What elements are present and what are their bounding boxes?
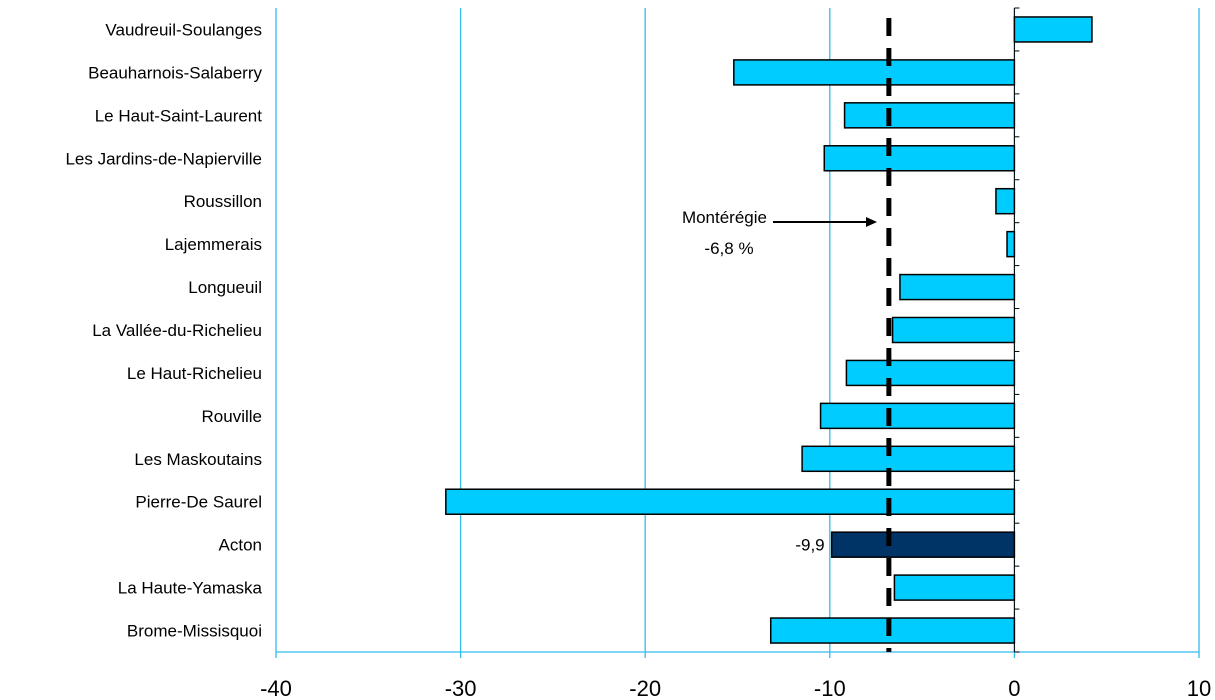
bar-13 — [893, 574, 1016, 601]
category-label-5: Lajemmerais — [165, 235, 262, 254]
bar-8 — [845, 359, 1016, 387]
bar-0 — [1013, 16, 1093, 43]
bar-1 — [733, 59, 1016, 86]
annotation-layer: Montérégie -6,8 % — [682, 208, 877, 258]
data-label-0: -9,9 — [795, 536, 824, 555]
tick-labels: -40 -30 -20 -10 0 10 — [260, 676, 1211, 700]
bar-14 — [769, 617, 1016, 644]
x-tick-label-2: -20 — [629, 676, 661, 700]
bar-9 — [819, 402, 1016, 430]
bar-2 — [843, 102, 1016, 129]
bar-4 — [995, 187, 1016, 215]
x-tick-label-0: -40 — [260, 676, 292, 700]
bar-11 — [445, 488, 1016, 515]
category-label-1: Beauharnois-Salaberry — [88, 63, 262, 82]
bar-10 — [801, 445, 1016, 473]
reference-label-name: Montérégie — [682, 208, 767, 227]
category-label-8: Le Haut-Richelieu — [127, 364, 262, 383]
bar-layer: -9,9 — [445, 16, 1093, 644]
reference-arrow-head — [866, 217, 877, 227]
category-label-2: Le Haut-Saint-Laurent — [95, 106, 263, 125]
bar-3 — [823, 145, 1016, 172]
category-label-6: Longueuil — [188, 278, 262, 297]
category-label-4: Roussillon — [184, 192, 262, 211]
category-label-0: Vaudreuil-Soulanges — [105, 20, 262, 39]
x-tick-label-3: -10 — [814, 676, 846, 700]
bar-7 — [891, 316, 1016, 344]
category-label-14: Brome-Missisquoi — [127, 622, 262, 641]
category-label-10: Les Maskoutains — [134, 450, 262, 469]
x-tick-label-5: 10 — [1187, 676, 1211, 700]
category-label-13: La Haute-Yamaska — [118, 579, 263, 598]
category-label-11: Pierre-De Saurel — [135, 493, 262, 512]
grid-layer — [275, 8, 1200, 652]
x-tick-label-1: -30 — [445, 676, 477, 700]
category-labels: Vaudreuil-Soulanges Beauharnois-Salaberry… — [65, 20, 262, 640]
bar-6 — [899, 273, 1016, 301]
reference-label-value: -6,8 % — [704, 239, 753, 258]
category-label-3: Les Jardins-de-Napierville — [65, 149, 262, 168]
axis-layer — [275, 7, 1200, 658]
x-tick-label-4: 0 — [1008, 676, 1020, 700]
bar-5 — [1006, 230, 1016, 258]
category-label-12: Acton — [219, 536, 262, 555]
bar-12 — [830, 531, 1016, 558]
category-label-7: La Vallée-du-Richelieu — [92, 321, 262, 340]
category-label-9: Rouville — [202, 407, 262, 426]
